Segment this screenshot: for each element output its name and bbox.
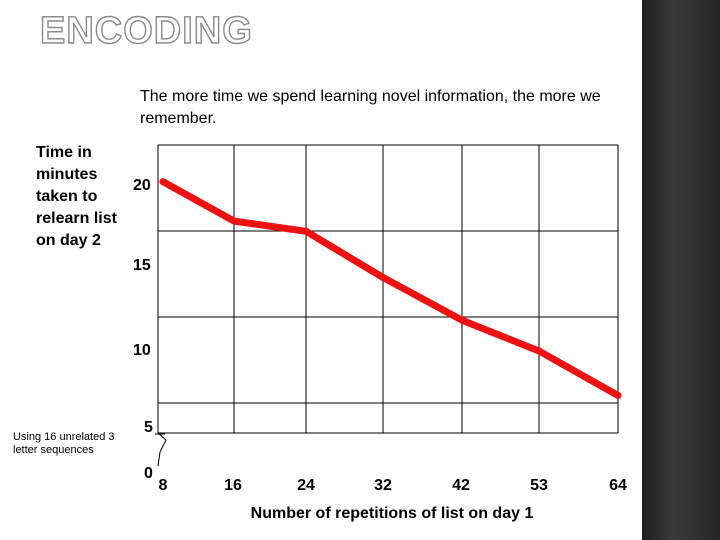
footnote: Using 16 unrelated 3 letter sequences (13, 431, 115, 456)
x-tick-label: 53 (530, 477, 548, 494)
slide-subtitle: The more time we spend learning novel in… (140, 88, 601, 127)
x-tick-label: 8 (159, 477, 168, 494)
x-tick-label: 42 (452, 477, 470, 494)
y-tick-label: 5 (144, 419, 153, 436)
data-point (230, 217, 238, 225)
chart-grid (155, 144, 619, 467)
data-point (379, 273, 387, 281)
data-point (302, 227, 310, 235)
y-tick-label: 10 (133, 342, 151, 359)
x-tick-label: 24 (297, 477, 315, 494)
y-axis-label: Time in minutes taken to relearn list on… (36, 144, 117, 249)
x-tick-label: 16 (224, 477, 242, 494)
y-tick-label: 20 (133, 177, 151, 194)
y-tick-label: 0 (144, 465, 153, 482)
x-axis-label: Number of repetitions of list on day 1 (251, 505, 534, 522)
data-point (458, 316, 466, 324)
chart-series (159, 178, 622, 399)
chart-ticks: 20 15 10 5 08 16 24 32 42 53 64 (133, 177, 627, 494)
x-tick-label: 64 (609, 477, 627, 494)
axis-break-mark (157, 432, 167, 467)
data-point (614, 391, 622, 399)
series-line (159, 178, 622, 399)
data-point (535, 347, 543, 355)
slide-title: ENCODING (39, 9, 253, 52)
x-tick-label: 32 (374, 477, 392, 494)
side-decoration-bar (642, 0, 720, 540)
data-point (159, 178, 167, 186)
y-tick-label: 15 (133, 257, 151, 274)
